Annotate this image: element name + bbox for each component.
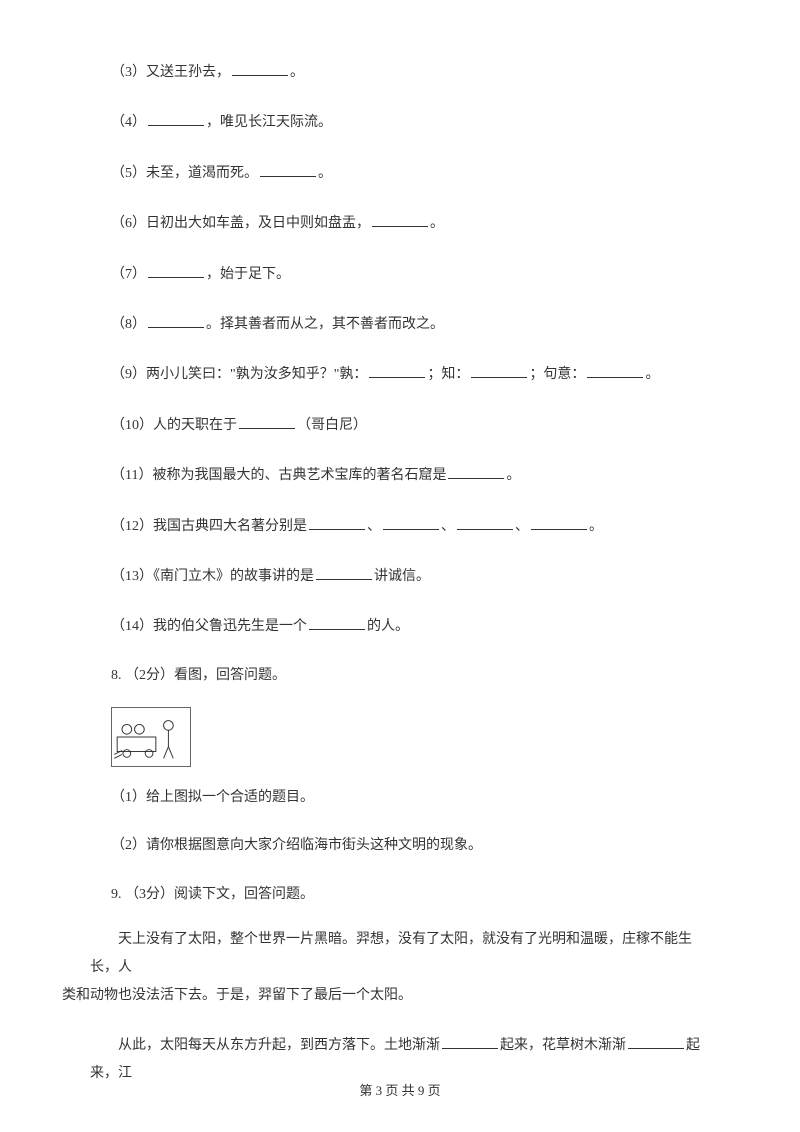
para1-b: 类和动物也没法活下去。于是，羿留下了最后一个太阳。 <box>62 988 412 1003</box>
question-6: （6）日初出大如车盖，及日中则如盘盂， 。 <box>90 211 710 235</box>
blank <box>239 413 295 429</box>
q14-prefix: （14）我的伯父鲁迅先生是一个 <box>111 619 307 634</box>
q9-suffix: 。 <box>645 367 659 382</box>
blank <box>457 514 513 530</box>
q6-prefix: （6）日初出大如车盖，及日中则如盘盂， <box>111 216 370 231</box>
blank <box>316 564 372 580</box>
question-7: （7） ，始于足下。 <box>90 262 710 286</box>
para1-a: 天上没有了太阳，整个世界一片黑暗。羿想，没有了太阳，就没有了光明和温暖，庄稼不能… <box>90 932 692 975</box>
blank <box>442 1033 498 1049</box>
q8-sub2: （2）请你根据图意向大家介绍临海市街头这种文明的现象。 <box>90 835 710 857</box>
q12-sep1: 、 <box>367 519 381 534</box>
q9-mid1: ；知： <box>427 367 469 382</box>
question-8-main: 8. （2分）看图，回答问题。 <box>90 665 710 687</box>
q12-sep2: 、 <box>441 519 455 534</box>
blank <box>383 514 439 530</box>
q5-prefix: （5）未至，道渴而死。 <box>111 166 258 181</box>
blank <box>309 514 365 530</box>
question-10: （10）人的天职在于 （哥白尼） <box>90 413 710 437</box>
question-11: （11）被称为我国最大的、古典艺术宝库的著名石窟是 。 <box>90 463 710 487</box>
q10-suffix: （哥白尼） <box>297 418 367 433</box>
blank <box>531 514 587 530</box>
blank <box>369 362 425 378</box>
q6-suffix: 。 <box>430 216 444 231</box>
q7-prefix: （7） <box>111 267 146 282</box>
q9-mid2: ；句意： <box>529 367 585 382</box>
q4-mid: ，唯见长江天际流。 <box>206 115 332 130</box>
q3-suffix: 。 <box>290 65 304 80</box>
question-12: （12）我国古典四大名著分别是 、 、 、 。 <box>90 514 710 538</box>
q13-prefix: （13）《南门立木》的故事讲的是 <box>111 569 314 584</box>
blank <box>148 110 204 126</box>
q8-prefix: （8） <box>111 317 146 332</box>
blank <box>232 60 288 76</box>
passage-paragraph-2: 从此，太阳每天从东方升起，到西方落下。土地渐渐起来，花草树木渐渐起来，江 <box>90 1032 710 1088</box>
q8-sub1-text: （1）给上图拟一个合适的题目。 <box>111 790 314 805</box>
q3-prefix: （3）又送王孙去， <box>111 65 230 80</box>
q8-sub2-text: （2）请你根据图意向大家介绍临海市街头这种文明的现象。 <box>111 838 482 853</box>
q13-suffix: 讲诚信。 <box>374 569 430 584</box>
q7-mid: ，始于足下。 <box>206 267 290 282</box>
question-3: （3）又送王孙去， 。 <box>90 60 710 84</box>
question-8-item: （8） 。择其善者而从之，其不善者而改之。 <box>90 312 710 336</box>
q9-prefix: （9）两小儿笑曰："孰为汝多知乎？"孰： <box>111 367 367 382</box>
blank <box>260 161 316 177</box>
car-pedestrian-icon <box>112 708 190 766</box>
q4-prefix: （4） <box>111 115 146 130</box>
para2-b: 起来，花草树木渐渐 <box>500 1038 626 1053</box>
question-13: （13）《南门立木》的故事讲的是 讲诚信。 <box>90 564 710 588</box>
q12-prefix: （12）我国古典四大名著分别是 <box>111 519 307 534</box>
blank <box>448 463 504 479</box>
q9-main-text: 9. （3分）阅读下文，回答问题。 <box>111 887 314 902</box>
question-5: （5）未至，道渴而死。 。 <box>90 161 710 185</box>
blank <box>148 312 204 328</box>
blank <box>372 211 428 227</box>
q11-suffix: 。 <box>506 468 520 483</box>
question-9-main: 9. （3分）阅读下文，回答问题。 <box>90 884 710 906</box>
q8-sub1: （1）给上图拟一个合适的题目。 <box>90 787 710 809</box>
q12-suffix: 。 <box>589 519 603 534</box>
illustration-image <box>111 707 191 767</box>
para2-a: 从此，太阳每天从东方升起，到西方落下。土地渐渐 <box>118 1038 440 1053</box>
q11-prefix: （11）被称为我国最大的、古典艺术宝库的著名石窟是 <box>111 468 446 483</box>
blank <box>309 614 365 630</box>
blank <box>628 1033 684 1049</box>
blank <box>587 362 643 378</box>
q12-sep3: 、 <box>515 519 529 534</box>
q10-prefix: （10）人的天职在于 <box>111 418 237 433</box>
blank <box>148 262 204 278</box>
q5-suffix: 。 <box>318 166 332 181</box>
q8-main-text: 8. （2分）看图，回答问题。 <box>111 668 286 683</box>
question-9-item: （9）两小儿笑曰："孰为汝多知乎？"孰： ；知： ；句意： 。 <box>90 362 710 386</box>
passage-paragraph-1: 天上没有了太阳，整个世界一片黑暗。羿想，没有了太阳，就没有了光明和温暖，庄稼不能… <box>90 926 710 1010</box>
page-footer: 第 3 页 共 9 页 <box>0 1081 800 1102</box>
q14-suffix: 的人。 <box>367 619 409 634</box>
q8-mid: 。择其善者而从之，其不善者而改之。 <box>206 317 444 332</box>
footer-text: 第 3 页 共 9 页 <box>359 1083 440 1098</box>
question-4: （4） ，唯见长江天际流。 <box>90 110 710 134</box>
blank <box>471 362 527 378</box>
question-14: （14）我的伯父鲁迅先生是一个 的人。 <box>90 614 710 638</box>
